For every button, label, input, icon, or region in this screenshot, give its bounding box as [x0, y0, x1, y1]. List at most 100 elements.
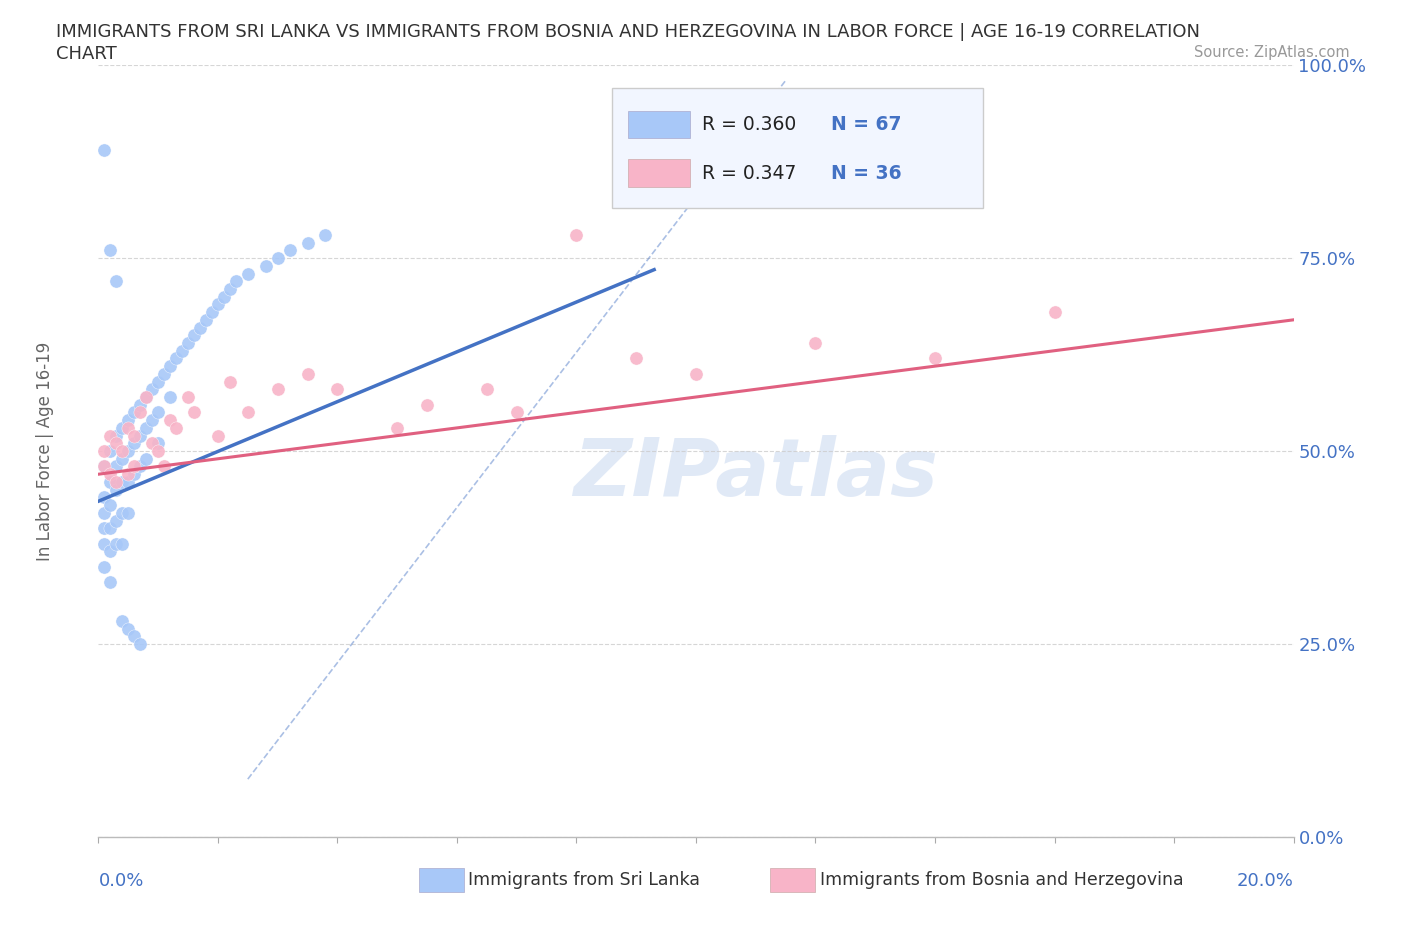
Point [207, 297, 229, 312]
Point [98, 498, 122, 512]
Point [111, 505, 134, 520]
Point [98, 444, 122, 458]
Point [297, 366, 319, 381]
Point [219, 282, 242, 297]
Point [165, 351, 187, 365]
Point [117, 467, 139, 482]
Point [117, 420, 139, 435]
Point [135, 390, 157, 405]
Point [225, 273, 247, 288]
Point [124, 428, 146, 443]
Point [129, 397, 152, 412]
Point [105, 482, 128, 497]
Point [93, 559, 115, 574]
Point [183, 328, 205, 343]
Point [135, 390, 157, 405]
Point [93, 505, 115, 520]
Point [475, 382, 498, 397]
Point [98, 575, 122, 590]
Point [93, 459, 115, 474]
Point [111, 420, 134, 435]
Point [135, 451, 157, 466]
Point [804, 336, 827, 351]
Point [111, 444, 134, 458]
Text: Immigrants from Bosnia and Herzegovina: Immigrants from Bosnia and Herzegovina [820, 870, 1184, 889]
Point [236, 266, 259, 281]
FancyBboxPatch shape [628, 111, 690, 139]
Point [159, 413, 181, 428]
Point [98, 467, 122, 482]
Point [626, 351, 648, 365]
Point [212, 289, 235, 304]
Point [124, 459, 146, 474]
Point [201, 305, 224, 320]
Point [267, 382, 290, 397]
Point [93, 142, 115, 157]
Point [124, 467, 146, 482]
Point [124, 405, 146, 420]
Point [111, 474, 134, 489]
Point [177, 336, 200, 351]
Point [141, 382, 163, 397]
Point [172, 343, 194, 358]
Text: R = 0.360: R = 0.360 [702, 115, 796, 134]
Point [219, 374, 242, 389]
Point [148, 374, 170, 389]
Point [207, 428, 229, 443]
Point [117, 444, 139, 458]
Point [98, 428, 122, 443]
Point [105, 513, 128, 528]
Point [135, 420, 157, 435]
Point [111, 537, 134, 551]
Point [93, 521, 115, 536]
Point [1043, 305, 1066, 320]
Point [188, 320, 211, 335]
Point [153, 459, 176, 474]
Point [117, 505, 139, 520]
Point [924, 351, 946, 365]
Point [93, 459, 115, 474]
Text: Immigrants from Sri Lanka: Immigrants from Sri Lanka [468, 870, 700, 889]
Point [98, 474, 122, 489]
Point [98, 521, 122, 536]
Point [148, 436, 170, 451]
Point [129, 405, 152, 420]
Point [153, 366, 176, 381]
Point [105, 537, 128, 551]
Point [105, 273, 128, 288]
Point [315, 228, 337, 243]
Point [124, 436, 146, 451]
Point [183, 405, 205, 420]
Point [129, 459, 152, 474]
Point [141, 436, 163, 451]
Text: CHART: CHART [56, 45, 117, 62]
Point [93, 444, 115, 458]
Point [159, 390, 181, 405]
Point [165, 420, 187, 435]
Point [267, 250, 290, 266]
Point [506, 405, 529, 420]
Point [141, 413, 163, 428]
Point [124, 629, 146, 644]
Point [111, 451, 134, 466]
Point [159, 359, 181, 374]
Text: 0.0%: 0.0% [98, 871, 143, 890]
FancyBboxPatch shape [628, 159, 690, 187]
Point [148, 444, 170, 458]
Point [93, 490, 115, 505]
Point [416, 397, 439, 412]
Text: R = 0.347: R = 0.347 [702, 164, 796, 182]
Point [105, 428, 128, 443]
Point [254, 259, 277, 273]
Point [98, 243, 122, 258]
Point [129, 428, 152, 443]
Text: N = 36: N = 36 [831, 164, 901, 182]
Point [565, 228, 588, 243]
Point [98, 544, 122, 559]
Point [111, 614, 134, 629]
Point [685, 366, 707, 381]
Point [105, 474, 128, 489]
Text: N = 67: N = 67 [831, 115, 901, 134]
Point [326, 382, 349, 397]
Point [105, 459, 128, 474]
